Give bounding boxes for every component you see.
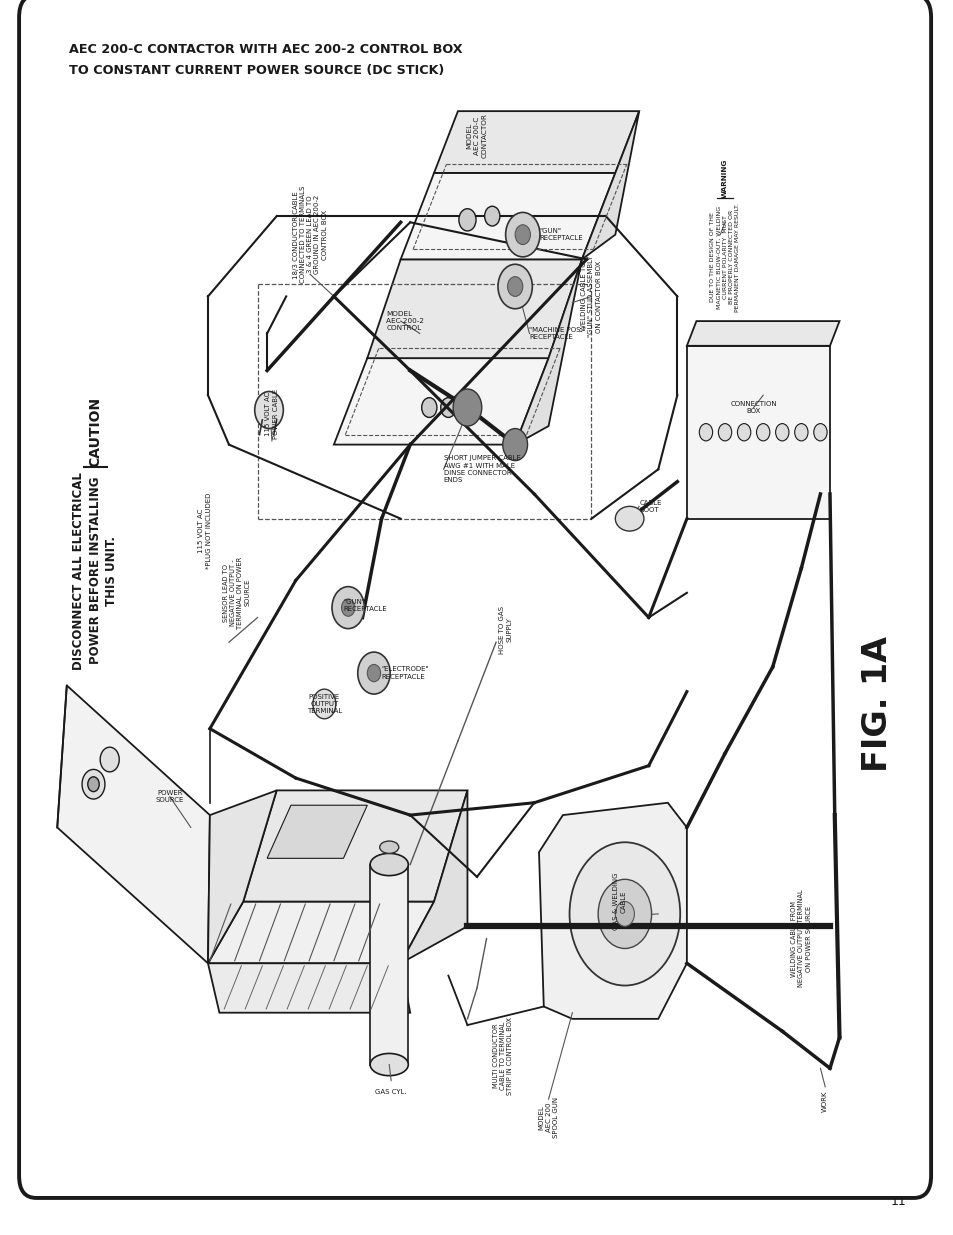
Circle shape (440, 398, 456, 417)
Polygon shape (515, 259, 581, 445)
Text: FIG. 1A: FIG. 1A (861, 636, 893, 772)
Polygon shape (334, 358, 548, 445)
Text: MODEL
AEC 200-2
CONTROL: MODEL AEC 200-2 CONTROL (386, 311, 424, 331)
Circle shape (756, 424, 769, 441)
Text: WELDING CABLE FROM
NEGATIVE OUTPUT TERMINAL
ON POWER SOURCE: WELDING CABLE FROM NEGATIVE OUTPUT TERMI… (790, 889, 811, 988)
Circle shape (505, 212, 539, 257)
Circle shape (341, 599, 355, 616)
Text: MULTI CONDUCTOR
CABLE TO TERMINAL
STRIP IN CONTROL BOX: MULTI CONDUCTOR CABLE TO TERMINAL STRIP … (492, 1016, 513, 1095)
Circle shape (332, 587, 364, 629)
Ellipse shape (379, 841, 398, 853)
Text: "MACHINE POS."
RECEPTACLE: "MACHINE POS." RECEPTACLE (529, 327, 586, 340)
Polygon shape (400, 790, 467, 963)
Circle shape (88, 777, 99, 792)
Text: GAS & WELDING
CABLE: GAS & WELDING CABLE (613, 873, 626, 930)
Polygon shape (208, 963, 410, 1013)
Polygon shape (370, 864, 408, 1065)
Polygon shape (208, 902, 434, 963)
Text: GAS CYL.: GAS CYL. (375, 1089, 407, 1094)
Text: POSITIVE
OUTPUT
TERMINAL: POSITIVE OUTPUT TERMINAL (307, 694, 341, 714)
Text: CAUTION: CAUTION (89, 396, 102, 467)
Text: WARNING: WARNING (721, 158, 727, 198)
Text: 115 VOLT AC
POWER CABLE: 115 VOLT AC POWER CABLE (265, 389, 278, 438)
Circle shape (699, 424, 712, 441)
Ellipse shape (370, 853, 408, 876)
Text: "GUN"
RECEPTACLE: "GUN" RECEPTACLE (538, 228, 582, 241)
Text: WELDING CABLE TO
"GUN" STUD ASSEMBLY
ON CONTACTOR BOX: WELDING CABLE TO "GUN" STUD ASSEMBLY ON … (580, 256, 601, 337)
Circle shape (813, 424, 826, 441)
Circle shape (367, 664, 380, 682)
Circle shape (254, 391, 283, 429)
Text: AEC 200-C CONTACTOR WITH AEC 200-2 CONTROL BOX: AEC 200-C CONTACTOR WITH AEC 200-2 CONTR… (69, 43, 462, 57)
Text: MODEL
AEC 200
SPOOL GUN: MODEL AEC 200 SPOOL GUN (537, 1097, 558, 1139)
Text: DISCONNECT ALL ELECTRICAL
POWER BEFORE INSTALLING
THIS UNIT.: DISCONNECT ALL ELECTRICAL POWER BEFORE I… (72, 472, 118, 669)
Circle shape (718, 424, 731, 441)
Circle shape (507, 277, 522, 296)
Circle shape (82, 769, 105, 799)
Polygon shape (367, 259, 581, 358)
Circle shape (453, 389, 481, 426)
Polygon shape (538, 803, 686, 1019)
Text: POWER
SOURCE: POWER SOURCE (155, 790, 184, 803)
Ellipse shape (615, 506, 643, 531)
Polygon shape (267, 805, 367, 858)
FancyBboxPatch shape (19, 0, 930, 1198)
Text: TO CONSTANT CURRENT POWER SOURCE (DC STICK): TO CONSTANT CURRENT POWER SOURCE (DC STI… (69, 64, 443, 78)
Ellipse shape (370, 1053, 408, 1076)
Circle shape (794, 424, 807, 441)
Text: DUE TO THE DESIGN OF THE
MAGNETIC BLOW-OUT, WELDING
CURRENT POLARITY  MUST
BE PR: DUE TO THE DESIGN OF THE MAGNETIC BLOW-O… (709, 203, 740, 311)
Text: "ELECTRODE"
RECEPTACLE: "ELECTRODE" RECEPTACLE (381, 667, 429, 679)
Circle shape (421, 398, 436, 417)
Text: HOSE TO GAS
SUPPLY: HOSE TO GAS SUPPLY (498, 606, 512, 653)
Text: 115 VOLT AC
*PLUG NOT INCLUDED: 115 VOLT AC *PLUG NOT INCLUDED (198, 493, 212, 569)
Polygon shape (400, 173, 615, 259)
Circle shape (100, 747, 119, 772)
Text: CONNECTION
BOX: CONNECTION BOX (730, 401, 776, 414)
Polygon shape (686, 346, 829, 519)
Text: CABLE
BOOT: CABLE BOOT (639, 500, 661, 513)
Circle shape (515, 225, 530, 245)
Polygon shape (434, 111, 639, 173)
Circle shape (569, 842, 679, 986)
Text: 18/3 CONDUCTOR CABLE
CONNECTED TO TERMINALS
3 & 4 GREEN LEAD TO
GROUND IN AEC 20: 18/3 CONDUCTOR CABLE CONNECTED TO TERMIN… (293, 186, 327, 283)
Circle shape (497, 264, 532, 309)
Text: "GUN"
RECEPTACLE: "GUN" RECEPTACLE (343, 599, 387, 611)
Circle shape (615, 902, 634, 926)
Polygon shape (243, 790, 467, 902)
Circle shape (484, 206, 499, 226)
Polygon shape (581, 111, 639, 259)
Circle shape (458, 209, 476, 231)
Circle shape (502, 429, 527, 461)
Text: WORK: WORK (821, 1091, 827, 1113)
Text: SENSOR LEAD TO
NEGATIVE OUTPUT -
TERMINAL ON POWER
SOURCE: SENSOR LEAD TO NEGATIVE OUTPUT - TERMINA… (222, 557, 251, 629)
Circle shape (313, 689, 335, 719)
Polygon shape (208, 790, 276, 963)
Circle shape (775, 424, 788, 441)
Text: SHORT JUMPER CABLE
AWG #1 WITH MALE
DINSE CONNECTOR
ENDS: SHORT JUMPER CABLE AWG #1 WITH MALE DINS… (443, 456, 520, 483)
Circle shape (598, 879, 651, 948)
Polygon shape (686, 321, 839, 346)
Text: 11: 11 (889, 1194, 905, 1208)
Polygon shape (57, 685, 210, 963)
Text: MODEL
AEC 200-C
CONTACTOR: MODEL AEC 200-C CONTACTOR (466, 114, 487, 158)
Circle shape (737, 424, 750, 441)
Circle shape (357, 652, 390, 694)
